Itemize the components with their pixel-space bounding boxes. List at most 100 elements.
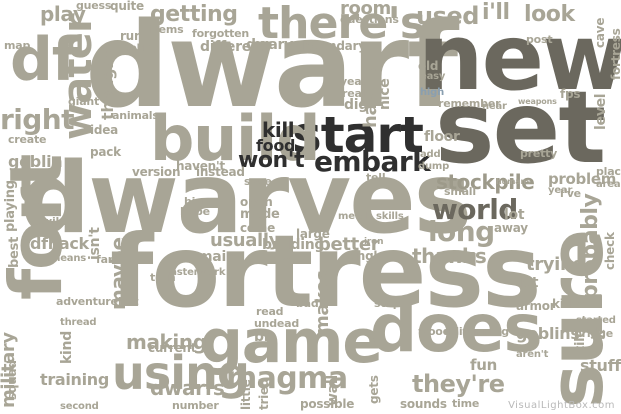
word-adventure: adventure [56,295,118,308]
word-world: world [432,193,518,226]
word-items: items [150,23,184,36]
word-wiki: wiki [42,215,67,228]
word-dig: dig [344,97,369,113]
word-second: second [60,401,99,412]
word-magma: magma [226,361,348,396]
word-dfhack: dfhack [30,234,89,253]
word-wont: won't [238,148,305,173]
word-instead: instead [196,165,245,179]
word-post: post [526,33,553,46]
word-guess: guess [76,0,112,12]
word-number: number [172,399,219,412]
word-room: room [340,0,391,19]
word-high: high [420,87,445,98]
word-thread: thread [60,317,97,328]
word-floor: floor [424,129,460,145]
word-dump: dump [418,161,450,172]
word-single: single [346,249,386,263]
word-building: building [262,237,325,253]
word-masterwork: masterwork [160,267,226,278]
word-remember: remember [438,97,501,110]
word-lot: lot [504,207,525,223]
word-open: open [240,195,273,209]
word-stockpile: stockpile [436,170,535,194]
word-forgotten: forgotten [192,27,250,40]
word-right: right [0,103,75,136]
word-arent: aren't [516,349,549,360]
word-means: means [50,253,87,264]
word-possible: possible [300,397,355,411]
word-playing: playing [3,180,18,232]
word-getting: getting [150,2,238,27]
word-mode: mode [240,207,280,222]
word-skills: skills [376,211,404,222]
word-map: map [4,39,31,52]
word-wood: wood [418,325,451,338]
word-food: food [256,136,296,155]
word-create: create [8,133,47,146]
word-pretty: pretty [520,147,558,160]
word-cave: cave [593,17,607,48]
word-far: far [96,253,113,266]
word-bad: bad [296,297,319,310]
word-game: game [200,307,383,377]
word-run: run [120,29,143,43]
word-yeah: yeah [340,75,370,88]
word-theyre: they're [412,370,505,398]
word-fortress-small: fortress [609,28,621,80]
word-humans: humans [496,177,531,186]
word-using: using [112,346,250,400]
word-better: better [318,234,380,255]
word-gets: gets [367,375,381,404]
word-fortress: fortress [110,213,542,330]
word-sounds: sounds [400,397,447,411]
word-thanks: thanks [412,244,487,268]
word-metal: metal [338,211,370,222]
word-theres: there's [258,0,426,49]
word-idea: idea [90,123,118,137]
word-killed: killed [552,297,588,311]
word-tried: tried [257,378,271,410]
word-dwarf: dwarf [85,0,458,134]
word-check: check [603,232,617,270]
word-level: level [593,93,609,130]
word-edit: edit [444,325,468,338]
word-trying: trying [526,254,585,275]
word-undead: undead [254,317,299,330]
word-left: left [118,295,139,308]
watermark-text: VisualLightBox.com [508,400,615,411]
word-started: started [576,315,616,326]
word-df: df [10,25,78,95]
word-fps: fps [560,87,581,101]
word-play: play [40,2,86,26]
word-set: set [435,69,606,186]
word-bit: bit [254,329,275,345]
word-build: build [150,102,320,175]
word-different: different [200,39,268,55]
word-problem: problem [548,170,617,188]
word-goblin: goblin [8,152,63,171]
word-havent: haven't [176,159,225,173]
word-fun: fun [470,356,497,374]
word-large: large [296,227,330,241]
word-area: area [596,179,621,190]
word-questions: questions [340,13,399,26]
word-nice: nice [377,78,393,110]
word-place: place [596,165,621,178]
word-old: old [418,59,439,73]
word-squad: squad [5,360,19,400]
word-tell: tell [366,171,386,184]
word-look: look [524,2,575,27]
word-start: start [292,106,424,164]
word-ive: i've [560,187,581,200]
word-running: running [462,325,509,338]
word-quite: quite [110,0,144,13]
word-iron: iron [364,237,384,247]
word-does: does [370,290,543,367]
word-long: long [428,215,495,248]
word-stuff: stuff [580,356,621,375]
word-real: real [342,87,366,100]
word-water: water [55,14,101,140]
word-near: near [482,101,507,112]
word-add: add [420,149,441,160]
